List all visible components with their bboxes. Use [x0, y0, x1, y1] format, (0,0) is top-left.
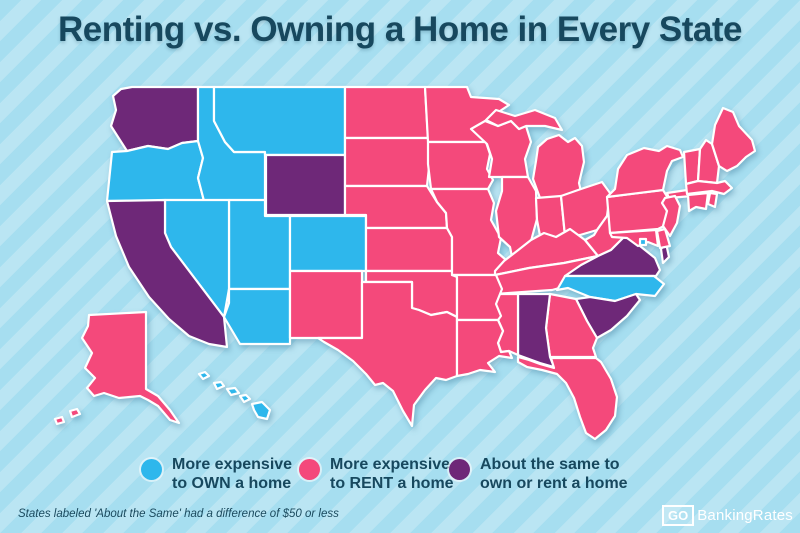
legend-item-rent: More expensive to RENT a home [299, 455, 454, 493]
gobankingrates-logo: GO BankingRates [661, 505, 793, 526]
own-color-dot [141, 459, 162, 480]
state-SD [343, 136, 433, 188]
state-ND [343, 85, 430, 140]
state-CA [105, 198, 229, 349]
legend-own-line2: to OWN a home [172, 475, 292, 492]
state-KS [364, 226, 454, 273]
state-WY [264, 153, 347, 217]
state-DC [638, 237, 648, 247]
same-color-dot [449, 459, 470, 480]
state-AR [450, 273, 504, 322]
legend-rent-line2: to RENT a home [330, 475, 454, 492]
legend-item-own: More expensive to OWN a home [141, 455, 292, 493]
legend-label-same: About the same to own or rent a home [480, 455, 628, 493]
state-AZ [222, 287, 292, 346]
page-title: Renting vs. Owning a Home in Every State [57, 10, 743, 49]
state-WA [109, 85, 200, 153]
state-AK [53, 310, 181, 426]
state-CO [288, 214, 368, 273]
rent-color-dot [299, 459, 320, 480]
state-HI [197, 370, 272, 421]
states-group [53, 85, 757, 441]
state-DE [655, 227, 672, 250]
footnote: States labeled 'About the Same' had a di… [18, 508, 339, 520]
legend-same-line1: About the same to [480, 456, 620, 473]
state-IA [426, 140, 495, 191]
legend-rent-line1: More expensive [330, 456, 451, 473]
logo-go-box: GO [661, 505, 695, 526]
legend-own-line1: More expensive [172, 456, 293, 473]
state-NJ [660, 194, 682, 238]
logo-bankingrates-text: BankingRates [697, 507, 793, 524]
state-FL [516, 355, 619, 441]
state-MI [484, 108, 586, 200]
state-TX [316, 280, 459, 428]
state-NM [288, 269, 364, 340]
state-RI [706, 191, 719, 209]
state-MT [212, 85, 347, 157]
state-NY [605, 144, 694, 200]
state-NC [555, 274, 666, 303]
legend-label-own: More expensive to OWN a home [172, 455, 292, 493]
state-MA [684, 179, 734, 196]
state-OR [105, 139, 206, 203]
legend-item-same: About the same to own or rent a home [449, 455, 628, 493]
legend-same-line2: own or rent a home [480, 475, 628, 492]
legend-label-rent: More expensive to RENT a home [330, 455, 454, 493]
state-CT [686, 191, 710, 213]
state-LA [455, 318, 514, 378]
state-ME [710, 106, 757, 173]
